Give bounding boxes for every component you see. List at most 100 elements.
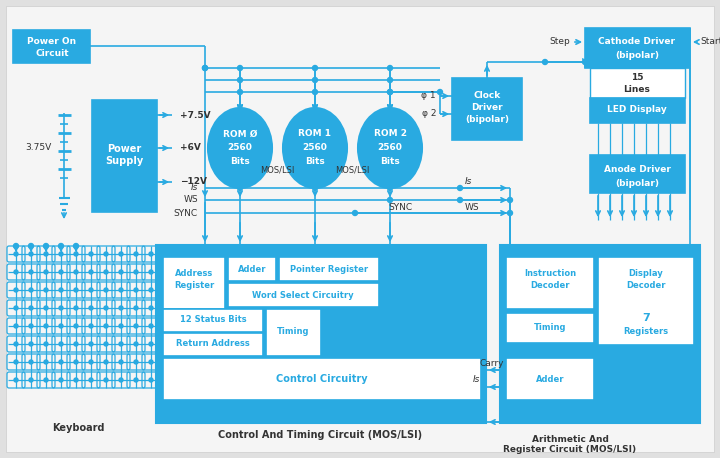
Circle shape	[43, 244, 48, 249]
Text: Display: Display	[629, 268, 663, 278]
Text: LED Display: LED Display	[607, 105, 667, 114]
FancyBboxPatch shape	[452, 78, 522, 140]
Circle shape	[582, 60, 588, 65]
Circle shape	[104, 324, 108, 328]
Circle shape	[542, 60, 547, 65]
Circle shape	[149, 270, 153, 274]
Circle shape	[44, 378, 48, 382]
Text: +6V: +6V	[180, 143, 201, 153]
Circle shape	[149, 360, 153, 364]
FancyBboxPatch shape	[92, 100, 157, 212]
Text: Is: Is	[465, 176, 472, 185]
Circle shape	[312, 185, 318, 191]
Circle shape	[134, 270, 138, 274]
FancyBboxPatch shape	[6, 6, 714, 452]
Text: WS: WS	[465, 203, 480, 213]
Text: Registers: Registers	[624, 327, 669, 337]
Circle shape	[89, 270, 93, 274]
Circle shape	[74, 270, 78, 274]
Circle shape	[89, 378, 93, 382]
Circle shape	[387, 65, 392, 71]
Circle shape	[14, 360, 18, 364]
Circle shape	[14, 288, 18, 292]
Text: WS: WS	[184, 196, 198, 205]
Text: Clock: Clock	[473, 92, 500, 100]
Circle shape	[457, 197, 462, 202]
Circle shape	[59, 252, 63, 256]
Circle shape	[44, 252, 48, 256]
Text: ROM 2: ROM 2	[374, 130, 407, 138]
Circle shape	[58, 244, 63, 249]
Circle shape	[14, 306, 18, 310]
Circle shape	[29, 270, 33, 274]
Circle shape	[457, 185, 462, 191]
Circle shape	[104, 288, 108, 292]
Text: Is: Is	[472, 376, 480, 385]
Circle shape	[14, 270, 18, 274]
Circle shape	[29, 342, 33, 346]
Circle shape	[119, 378, 123, 382]
Circle shape	[134, 324, 138, 328]
Circle shape	[14, 342, 18, 346]
Text: Address: Address	[175, 268, 213, 278]
Text: −12V: −12V	[180, 178, 207, 186]
Circle shape	[89, 252, 93, 256]
Circle shape	[74, 342, 78, 346]
FancyBboxPatch shape	[506, 358, 594, 400]
Text: +7.5V: +7.5V	[180, 110, 211, 120]
Circle shape	[74, 360, 78, 364]
Circle shape	[74, 324, 78, 328]
Circle shape	[238, 89, 243, 94]
Circle shape	[119, 342, 123, 346]
Circle shape	[104, 360, 108, 364]
Text: Adder: Adder	[238, 265, 266, 273]
Circle shape	[119, 288, 123, 292]
Circle shape	[29, 244, 34, 249]
Circle shape	[149, 306, 153, 310]
Text: ROM 1: ROM 1	[299, 130, 331, 138]
Circle shape	[74, 252, 78, 256]
Circle shape	[238, 77, 243, 82]
Circle shape	[387, 197, 392, 202]
Circle shape	[312, 77, 318, 82]
Circle shape	[134, 252, 138, 256]
Circle shape	[14, 252, 18, 256]
Circle shape	[29, 324, 33, 328]
FancyBboxPatch shape	[266, 309, 321, 356]
Circle shape	[29, 360, 33, 364]
Text: Instruction: Instruction	[524, 268, 576, 278]
Text: Bits: Bits	[305, 157, 325, 165]
Circle shape	[89, 288, 93, 292]
Text: Pointer Register: Pointer Register	[290, 265, 368, 273]
Text: Register: Register	[174, 280, 214, 289]
Text: (bipolar): (bipolar)	[465, 115, 509, 125]
Circle shape	[387, 77, 392, 82]
Circle shape	[119, 270, 123, 274]
Text: (bipolar): (bipolar)	[615, 179, 659, 187]
Text: Decoder: Decoder	[626, 280, 666, 289]
Text: SYNC: SYNC	[388, 202, 412, 212]
Circle shape	[74, 288, 78, 292]
Circle shape	[29, 252, 33, 256]
Text: Control And Timing Circuit (MOS/LSI): Control And Timing Circuit (MOS/LSI)	[218, 430, 422, 440]
FancyBboxPatch shape	[228, 257, 276, 281]
Text: Keyboard: Keyboard	[52, 423, 104, 433]
Circle shape	[312, 89, 318, 94]
Circle shape	[134, 342, 138, 346]
Circle shape	[29, 378, 33, 382]
Circle shape	[89, 306, 93, 310]
Circle shape	[438, 89, 443, 94]
Circle shape	[134, 288, 138, 292]
Circle shape	[74, 378, 78, 382]
FancyBboxPatch shape	[163, 257, 225, 309]
Text: SYNC: SYNC	[174, 208, 198, 218]
Circle shape	[387, 185, 392, 191]
Circle shape	[74, 306, 78, 310]
Circle shape	[202, 65, 207, 71]
Circle shape	[44, 342, 48, 346]
Circle shape	[14, 378, 18, 382]
Circle shape	[59, 324, 63, 328]
Circle shape	[59, 342, 63, 346]
Circle shape	[59, 288, 63, 292]
Ellipse shape	[283, 108, 347, 188]
